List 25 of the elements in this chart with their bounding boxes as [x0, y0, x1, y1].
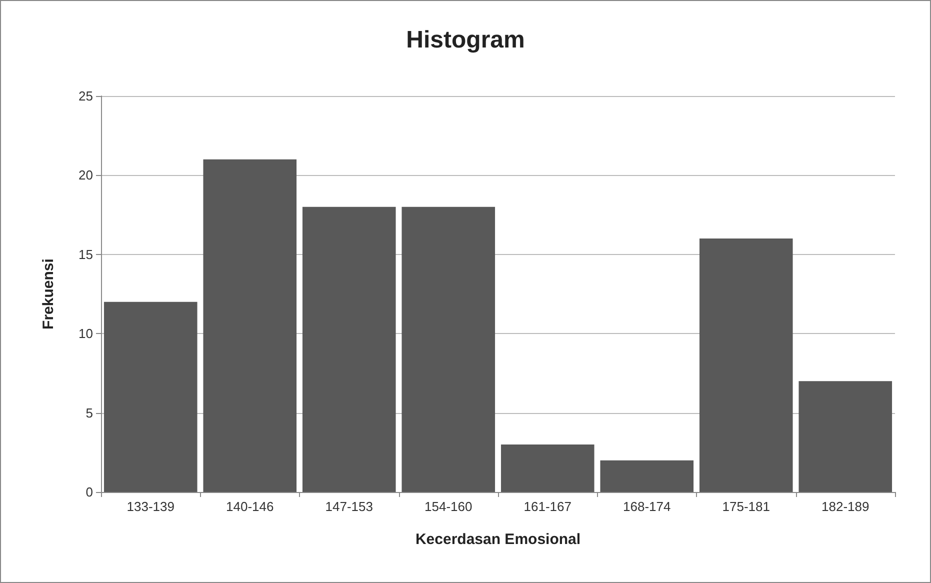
x-tick-label: 147-153 — [325, 499, 373, 514]
x-tick-label: 161-167 — [524, 499, 572, 514]
bar — [798, 381, 892, 492]
chart-title: Histogram — [406, 26, 525, 54]
bar — [302, 206, 396, 492]
x-tick-label: 140-146 — [226, 499, 274, 514]
x-tick-label: 182-189 — [822, 499, 870, 514]
y-axis-title: Frekuensi — [40, 258, 57, 330]
bar — [402, 206, 496, 492]
x-axis-title: Kecerdasan Emosional — [415, 531, 581, 548]
x-tick-label: 154-160 — [424, 499, 472, 514]
y-tick-label: 25 — [78, 88, 93, 104]
y-tick-label: 20 — [78, 168, 93, 183]
y-tick-label: 10 — [78, 326, 93, 342]
x-tick-label: 175-181 — [722, 499, 770, 514]
bar — [699, 238, 793, 492]
x-tick-label: 133-139 — [126, 499, 174, 514]
bar — [500, 444, 594, 492]
bar — [104, 302, 198, 492]
bar — [600, 460, 694, 492]
y-tick-label: 15 — [78, 246, 93, 262]
y-tick-label: 0 — [86, 484, 93, 500]
x-tick-label: 168-174 — [623, 499, 671, 514]
bar — [203, 159, 297, 492]
y-tick-label: 5 — [86, 405, 93, 420]
